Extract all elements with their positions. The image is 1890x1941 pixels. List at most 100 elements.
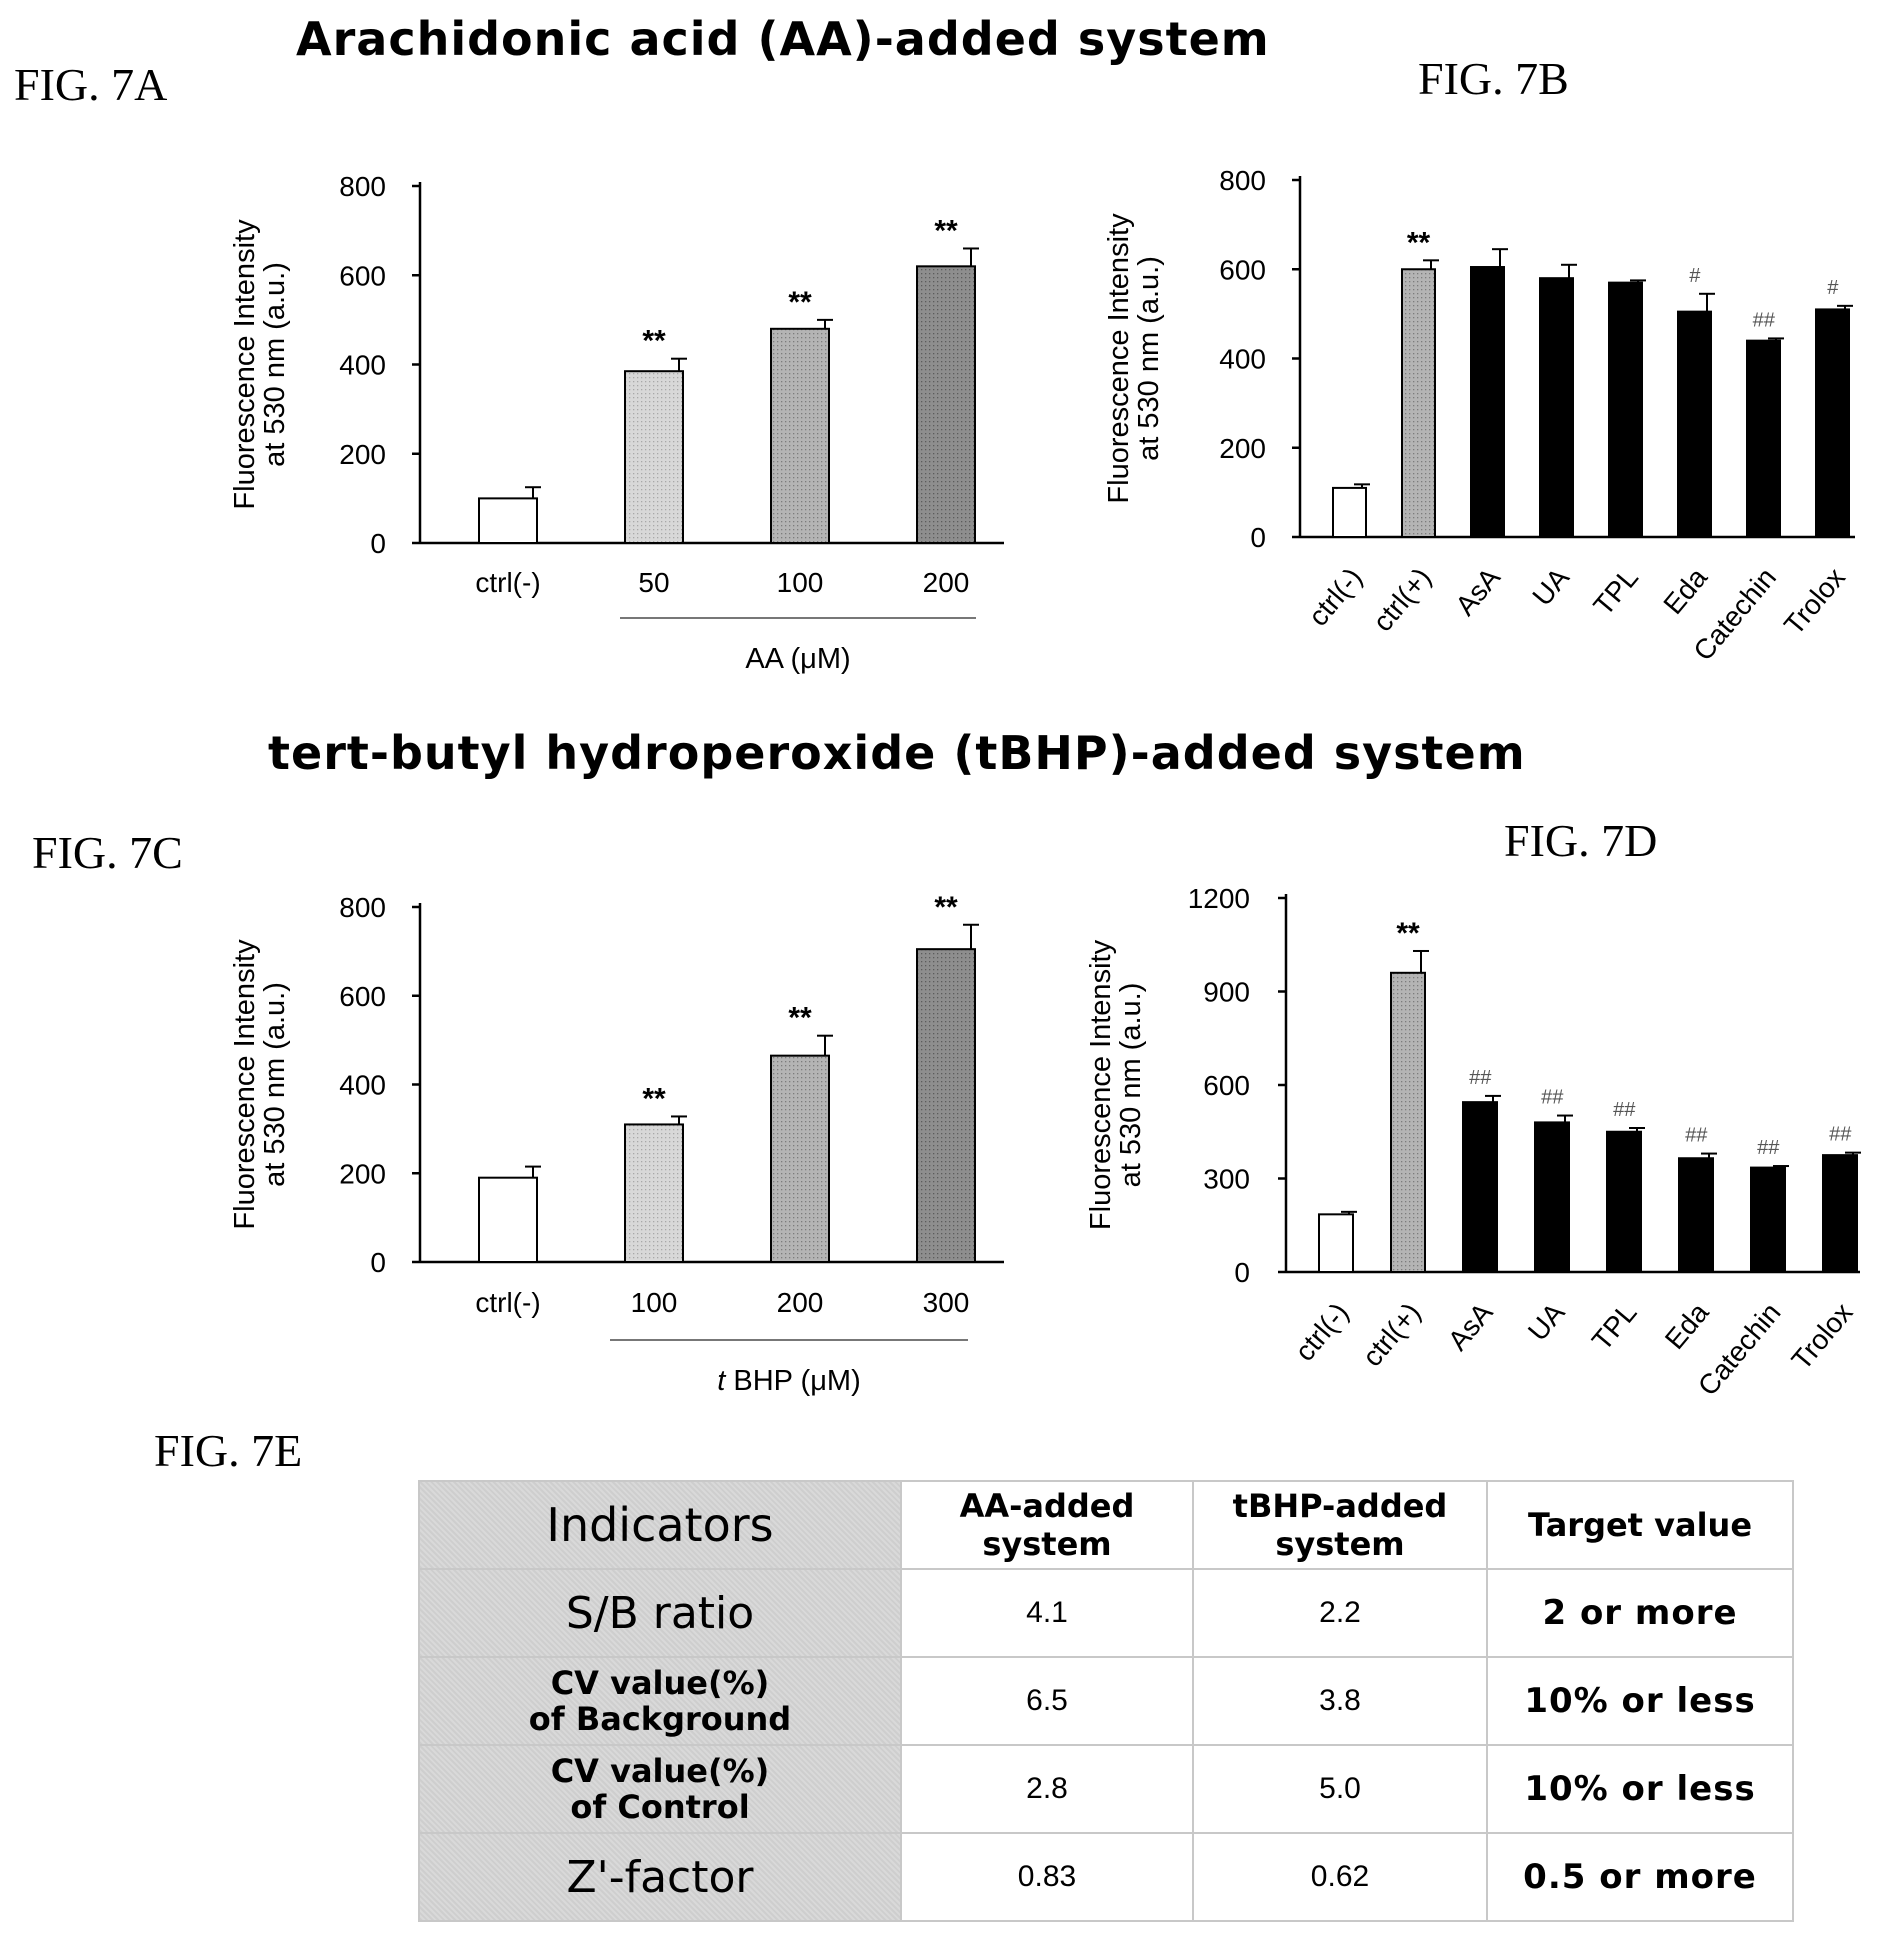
fig7d-significance-label: ** (1396, 917, 1420, 950)
fig7c-x-axis-title: t BHP (μM) (717, 1365, 860, 1397)
header-aa-system: AA-added system (900, 1480, 1194, 1570)
fig7a-significance-label: ** (934, 214, 958, 247)
row-tbhp-value: 0.62 (1192, 1832, 1488, 1922)
fig7b-x-tick-label: AsA (1449, 562, 1506, 622)
aa-section-title: Arachidonic acid (AA)-added system (296, 12, 1270, 66)
row-indicator: CV value(%) of Control (418, 1744, 902, 1834)
fig7a-x-tick-label: ctrl(-) (475, 567, 540, 598)
row-target: 0.5 or more (1486, 1832, 1794, 1922)
fig7d-y-axis-title: Fluorescence Intensity (1085, 939, 1117, 1230)
header-tbhp-system: tBHP-added system (1192, 1480, 1488, 1570)
fig7a-x-axis-title: AA (μM) (745, 643, 850, 675)
fig7d-bar (1750, 1166, 1786, 1274)
fig7d-y-tick-label: 600 (1203, 1070, 1250, 1101)
fig7b-bar (1677, 310, 1712, 538)
fig7a-y-tick-label: 400 (339, 350, 386, 381)
fig7c-significance-label: ** (642, 1082, 666, 1115)
fig7b-significance-label: ## (1752, 309, 1775, 331)
fig-7e-indicator-table: Indicators AA-added system tBHP-added syst… (418, 1480, 1794, 1922)
fig7d-bar (1462, 1101, 1498, 1274)
fig-7b-label: FIG. 7B (1418, 53, 1569, 104)
table-row: Z'-factor 0.83 0.62 0.5 or more (418, 1832, 1794, 1922)
fig7a-y-axis-title-line2: at 530 nm (a.u.) (259, 262, 291, 467)
fig7b-bar (1608, 281, 1643, 539)
fig7d-y-tick-label: 0 (1234, 1257, 1250, 1288)
row-indicator: S/B ratio (418, 1568, 902, 1658)
fig7a-y-tick-label: 200 (339, 439, 386, 470)
fig7b-bar (1470, 266, 1505, 538)
fig7a-x-tick-label: 50 (638, 567, 669, 598)
fig7a-bar (624, 370, 684, 544)
fig7d-x-tick-label: TPL (1586, 1297, 1643, 1356)
fig7b-y-tick-label: 400 (1219, 344, 1266, 375)
fig7c-bar (478, 1176, 538, 1263)
fig7b-y-tick-label: 800 (1219, 165, 1266, 196)
fig7c-bar (770, 1054, 830, 1263)
fig7d-y-axis-title-line2: at 530 nm (a.u.) (1115, 983, 1147, 1188)
fig7d-x-tick-label: Trolox (1786, 1297, 1859, 1376)
fig7a-significance-label: ** (642, 325, 666, 358)
fig7b-y-tick-label: 600 (1219, 254, 1266, 285)
row-indicator: Z'-factor (418, 1832, 902, 1922)
fig7c-x-axis-title-text: BHP (μM) (733, 1365, 860, 1397)
header-indicators: Indicators (418, 1480, 902, 1570)
fig7b-bar (1401, 268, 1436, 538)
fig7a-bar (770, 327, 830, 544)
fig7d-y-tick-label: 900 (1203, 977, 1250, 1008)
tbhp-section-title: tert-butyl hydroperoxide (tBHP)-added sy… (268, 726, 1526, 780)
fig7c-y-tick-label: 600 (339, 981, 386, 1012)
fig7c-significance-label: ** (934, 891, 958, 924)
row-tbhp-value: 2.2 (1192, 1568, 1488, 1658)
table-row: S/B ratio 4.1 2.2 2 or more (418, 1568, 1794, 1658)
fig7a-y-tick-label: 0 (370, 528, 386, 559)
fig7d-bar (1390, 971, 1426, 1273)
fig7c-y-axis-title: Fluorescence Intensity (229, 939, 261, 1230)
fig-7e-label: FIG. 7E (154, 1425, 303, 1476)
fig7c-y-tick-label: 400 (339, 1070, 386, 1101)
fig7c-x-tick-label: 300 (923, 1287, 970, 1318)
fig7a-bar (916, 265, 976, 544)
row-aa-value: 4.1 (900, 1568, 1194, 1658)
fig7b-x-tick-label: Eda (1657, 562, 1713, 620)
fig7d-bar (1678, 1157, 1714, 1274)
fig7d-x-tick-label: ctrl(+) (1356, 1297, 1426, 1372)
fig7b-significance-label: ** (1407, 226, 1431, 259)
fig7d-bar (1534, 1121, 1570, 1274)
fig7b-significance-label: # (1827, 277, 1839, 299)
row-aa-value: 0.83 (900, 1832, 1194, 1922)
fig7d-significance-label: ## (1469, 1067, 1492, 1089)
row-tbhp-value: 5.0 (1192, 1744, 1488, 1834)
fig7d-significance-label: ## (1541, 1087, 1564, 1109)
fig7b-x-tick-label: TPL (1587, 562, 1644, 621)
fig7b-bar (1332, 486, 1367, 539)
fig7b-x-tick-label: Trolox (1778, 562, 1851, 641)
fig7b-y-axis-title-line2: at 530 nm (a.u.) (1133, 256, 1165, 461)
fig7b-significance-label: # (1689, 265, 1701, 287)
fig7d-x-tick-label: AsA (1442, 1297, 1499, 1357)
fig7d-bar (1822, 1154, 1858, 1273)
fig7a-bar (478, 497, 538, 544)
fig7b-y-tick-label: 0 (1250, 522, 1266, 553)
fig7b-y-tick-label: 200 (1219, 433, 1266, 464)
fig7c-y-tick-label: 200 (339, 1158, 386, 1189)
fig7a-x-tick-label: 100 (777, 567, 824, 598)
fig7d-significance-label: ## (1757, 1137, 1780, 1159)
fig7a-y-axis-title: Fluorescence Intensity (229, 219, 261, 510)
fig7c-bar (916, 948, 976, 1263)
row-aa-value: 2.8 (900, 1744, 1194, 1834)
fig7c-y-axis-title-line2: at 530 nm (a.u.) (259, 982, 291, 1187)
header-target-value: Target value (1486, 1480, 1794, 1570)
fig-7a-label: FIG. 7A (14, 59, 168, 110)
fig7b-y-axis-title: Fluorescence Intensity (1103, 213, 1135, 504)
fig7d-y-tick-label: 1200 (1188, 883, 1250, 914)
fig7d-bar (1318, 1213, 1354, 1274)
fig7d-x-tick-label: ctrl(-) (1289, 1297, 1355, 1367)
fig7c-x-axis-title-italic: t (717, 1365, 733, 1397)
fig7c-y-tick-label: 800 (339, 892, 386, 923)
table-row: CV value(%) of Control 2.8 5.0 10% or les… (418, 1744, 1794, 1834)
fig-7d-label: FIG. 7D (1504, 815, 1658, 866)
table-header-row: Indicators AA-added system tBHP-added syst… (418, 1480, 1794, 1570)
fig7c-x-tick-label: 200 (777, 1287, 824, 1318)
row-target: 2 or more (1486, 1568, 1794, 1658)
